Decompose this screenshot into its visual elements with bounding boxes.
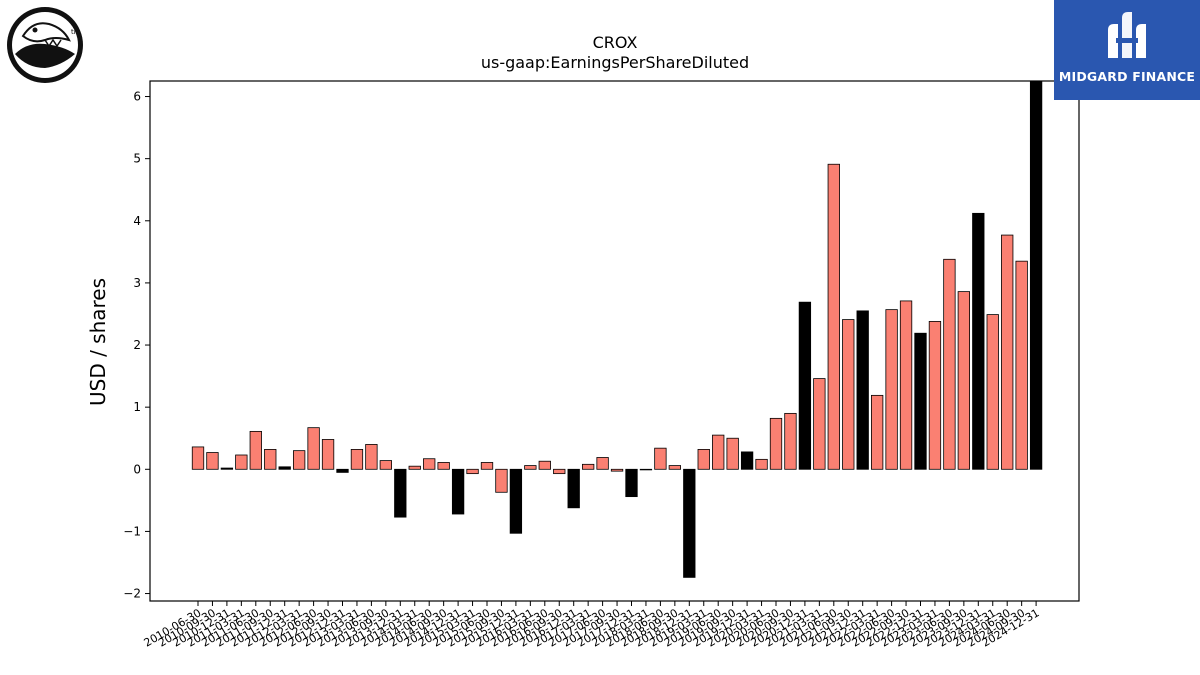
bar-2021-06-30 [827,163,840,470]
bar-2019-06-30 [712,434,725,470]
bar-2010-06-30 [191,446,205,470]
bar-2024-09-30 [1015,260,1028,470]
bar-2017-12-31 [625,468,638,498]
bar-2021-03-31 [813,378,826,470]
crocodile-logo: tm [5,6,85,84]
bar-2019-09-30 [726,437,739,470]
midgard-mark-icon [1108,12,1146,58]
trademark-mark: tm [71,28,81,36]
bar-2014-03-31 [408,465,421,470]
bar-2014-09-30 [437,462,450,470]
bar-2017-03-31 [582,463,595,470]
bar-2019-03-31 [697,449,710,470]
bar-2023-06-30 [943,258,956,470]
y-tick-label: 3 [133,276,141,290]
bar-2015-06-30 [480,462,494,470]
midgard-finance-text: MIDGARD FINANCE [1058,69,1196,84]
x-axis-ticks: 2010-06-302010-09-302010-12-312011-03-31… [142,601,1042,650]
bar-2013-06-30 [365,444,378,470]
bar-2012-12-31 [336,468,349,473]
bar-2020-09-30 [784,412,797,470]
bar-2018-09-30 [668,465,681,470]
bar-2017-09-30 [610,468,624,472]
bar-2014-06-30 [423,458,436,470]
bar-2024-03-31 [986,314,999,470]
bar-2011-03-31 [235,454,248,470]
bar-2023-09-30 [957,291,970,470]
bar-2023-03-31 [928,321,942,470]
y-tick-label: −1 [123,524,141,538]
y-axis-ticks: −2 −1 0 1 2 3 4 5 6 [123,90,150,601]
bar-2011-09-30 [264,449,277,470]
bar-2011-12-31 [278,466,291,470]
bar-2018-12-31 [683,468,696,578]
y-tick-label: 5 [133,152,141,166]
bar-2013-09-30 [379,460,393,470]
bar-2022-03-31 [871,394,884,470]
y-axis-label: USD / shares [86,278,110,406]
bar-2022-12-31 [914,332,927,470]
bar-2020-06-30 [769,417,783,470]
bar-2021-09-30 [842,319,855,470]
bar-2018-06-30 [654,447,667,470]
bar-2016-03-31 [524,465,537,470]
bar-2024-12-31 [1029,80,1043,470]
bar-2014-12-31 [451,468,465,515]
bar-2012-09-30 [321,439,335,470]
bar-2020-12-31 [798,301,812,470]
bar-2015-12-31 [509,468,523,534]
y-tick-label: 4 [133,214,141,228]
bar-2012-06-30 [307,427,320,470]
y-tick-label: 0 [133,462,141,476]
chart-title: CROX [593,33,638,52]
bar-2011-06-30 [249,430,262,470]
y-tick-label: 6 [133,90,141,104]
bar-2016-06-30 [538,460,551,470]
bars-group [191,80,1043,578]
y-tick-label: 2 [133,338,141,352]
bar-2016-12-31 [567,468,580,509]
y-tick-label: −2 [123,587,141,601]
bar-2018-03-31 [639,468,653,471]
midgard-finance-logo: MIDGARD FINANCE [1054,0,1200,100]
bar-2013-03-31 [350,449,364,470]
y-tick-label: 1 [133,400,141,414]
bar-2010-09-30 [206,452,219,470]
bar-2017-06-30 [596,457,609,470]
bar-2016-09-30 [553,468,566,475]
bar-2015-03-31 [466,468,479,475]
bar-2022-09-30 [899,300,913,470]
plot-frame [149,80,1080,602]
chart-subtitle: us-gaap:EarningsPerShareDiluted [481,53,749,72]
bar-2015-09-30 [495,468,508,493]
bar-2013-12-31 [394,468,407,518]
bar-2012-03-31 [292,450,306,470]
bar-2020-03-31 [755,458,768,470]
bar-2010-12-31 [220,467,234,470]
bar-2024-06-30 [1001,234,1014,470]
bar-2021-12-31 [856,310,869,470]
bar-2022-06-30 [885,309,898,470]
bar-2019-12-31 [740,451,754,470]
crocodile-icon: tm [7,7,83,83]
bar-2023-12-31 [972,212,985,470]
